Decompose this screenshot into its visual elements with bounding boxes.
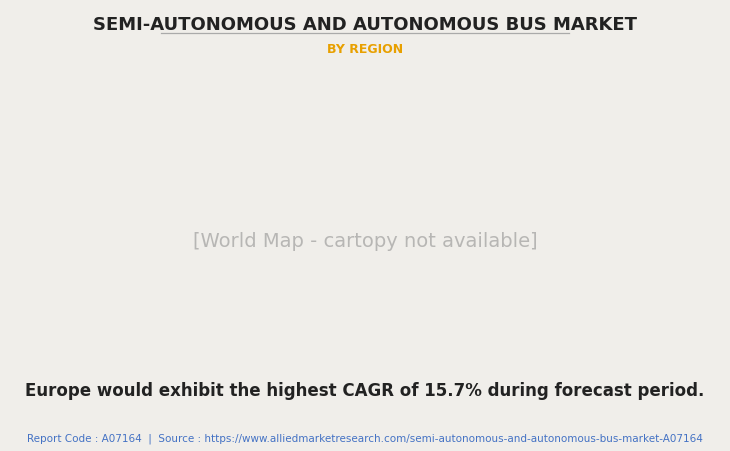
- Text: Europe would exhibit the highest CAGR of 15.7% during forecast period.: Europe would exhibit the highest CAGR of…: [26, 381, 704, 399]
- Text: Report Code : A07164  |  Source : https://www.alliedmarketresearch.com/semi-auto: Report Code : A07164 | Source : https://…: [27, 432, 703, 442]
- Text: BY REGION: BY REGION: [327, 43, 403, 56]
- Text: SEMI-AUTONOMOUS AND AUTONOMOUS BUS MARKET: SEMI-AUTONOMOUS AND AUTONOMOUS BUS MARKE…: [93, 16, 637, 34]
- Text: [World Map - cartopy not available]: [World Map - cartopy not available]: [193, 232, 537, 251]
